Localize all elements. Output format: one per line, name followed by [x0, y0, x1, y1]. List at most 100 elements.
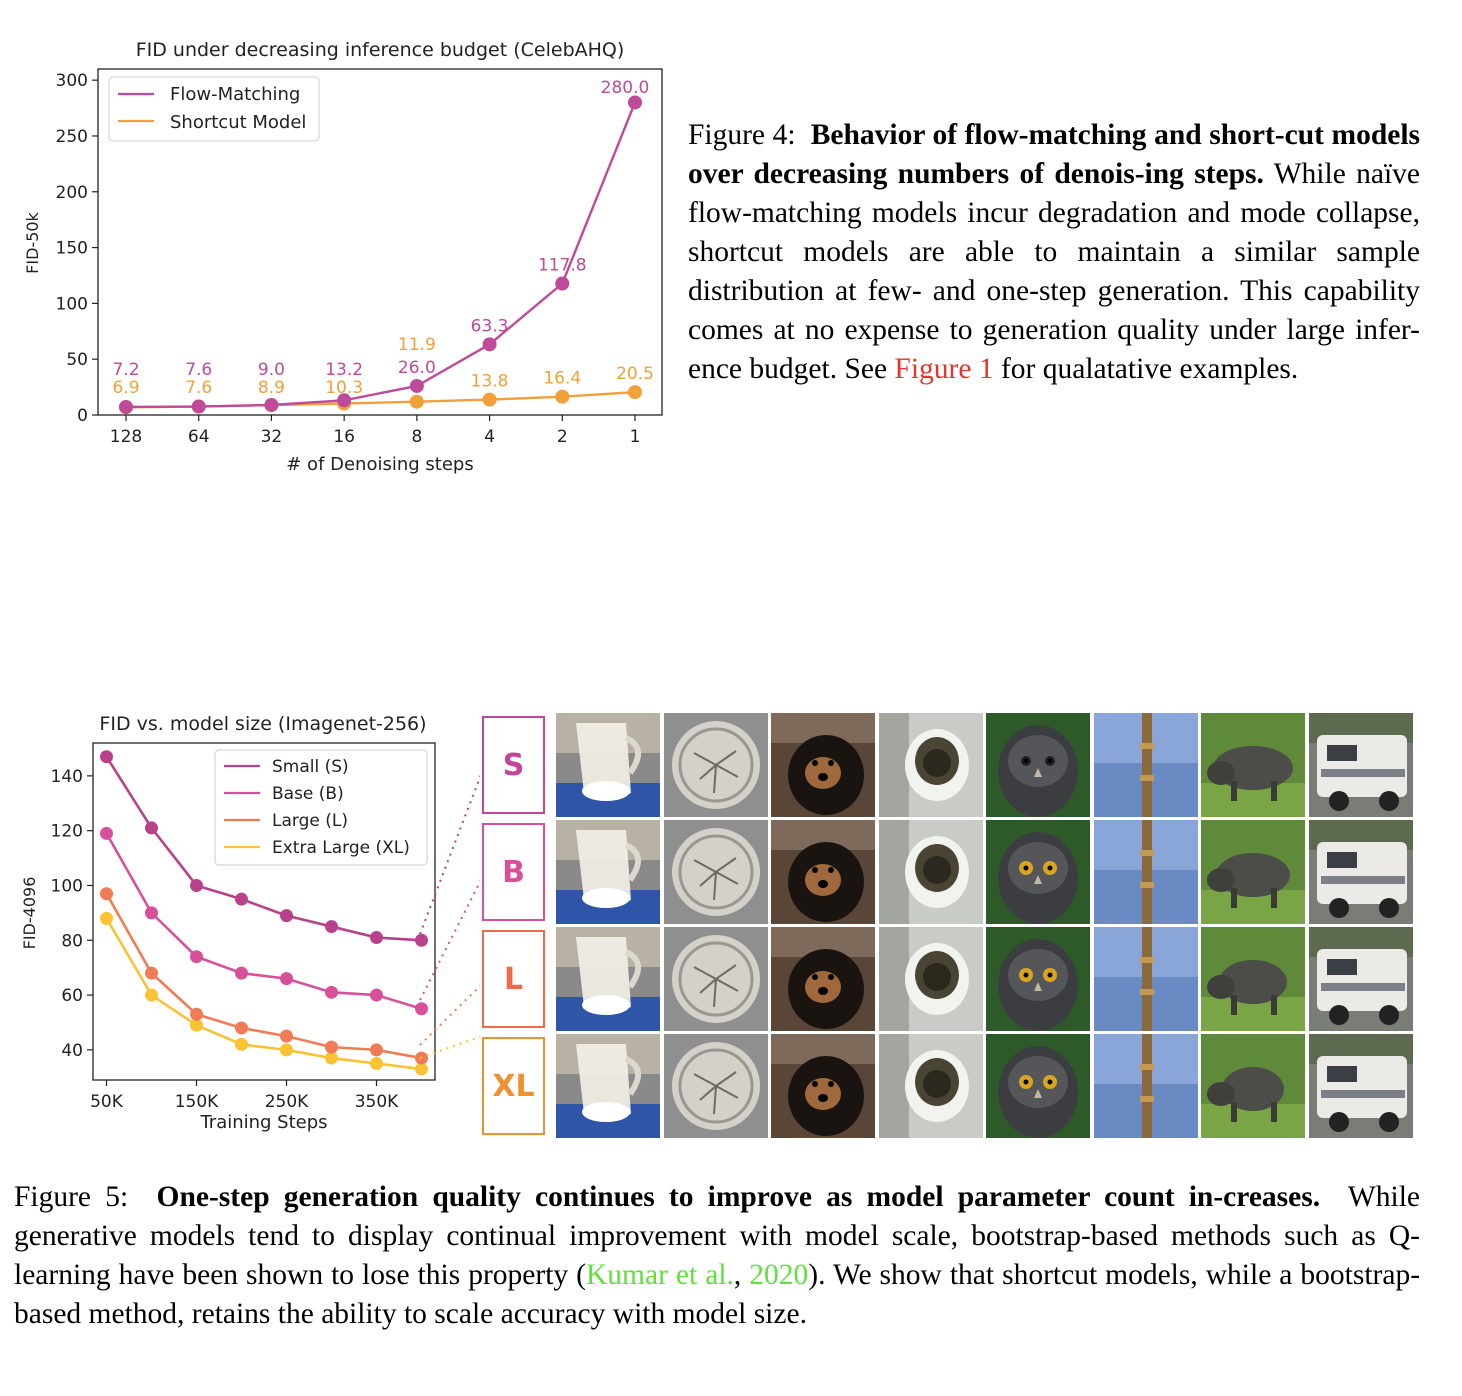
fid-inference-budget-chart: FID under decreasing inference budget (C…	[23, 39, 663, 475]
citation-link-kumar[interactable]: Kumar et al.	[586, 1259, 734, 1291]
y-tick-label: 100	[51, 876, 83, 896]
sample-toilet-extra-large	[878, 1034, 983, 1138]
extra-large-point	[145, 988, 158, 1002]
small-point	[235, 892, 248, 906]
large-line	[105, 893, 422, 1060]
shortcut-model-data-label: 16.4	[543, 369, 581, 389]
flow-matching-line	[125, 102, 637, 409]
caption-bold: One-step generation quality continues to…	[156, 1181, 1321, 1213]
x-tick-label: 1	[630, 427, 641, 447]
shortcut-model-point	[482, 392, 497, 407]
small-point	[370, 931, 383, 945]
extra-large-point	[235, 1037, 248, 1051]
large-point	[190, 1007, 203, 1021]
sample-pole-extra-large	[1093, 1034, 1198, 1138]
sample-boar-extra-large	[1201, 1034, 1305, 1138]
extra-large-line	[105, 917, 422, 1071]
sample-toilet-large	[878, 927, 983, 1031]
sample-boar-small	[1201, 713, 1305, 817]
row-label-base: B	[482, 823, 545, 921]
sample-metal-coin-base	[663, 820, 768, 924]
y-tick-label: 120	[51, 822, 83, 842]
extra-large-point	[280, 1043, 293, 1057]
shortcut-model-point	[628, 385, 642, 400]
legend-label-small: Small (S)	[272, 757, 349, 777]
y-tick-label: 150	[56, 239, 88, 259]
x-ticks: 128 64 32 16 8 4 2 1	[110, 415, 641, 447]
caption-text-end: ). We show that shortcut models, while a…	[14, 1259, 1421, 1330]
x-tick-label: 64	[188, 427, 210, 447]
large-point	[370, 1043, 383, 1057]
sample-glass-pitcher-extra-large	[556, 1034, 660, 1138]
large-point	[100, 887, 113, 901]
large-point	[280, 1029, 293, 1043]
shortcut-model-data-label: 11.9	[398, 335, 436, 355]
flow-matching-data-label: 63.3	[471, 316, 509, 336]
legend-label-large: Large (L)	[272, 811, 348, 831]
extra-large-point	[325, 1051, 338, 1065]
sample-glass-pitcher-small	[556, 713, 660, 817]
y-ticks: 40 60 80 100 120 140	[51, 767, 93, 1061]
flow-matching-point	[409, 378, 424, 393]
base-point	[100, 826, 113, 840]
chart-title: FID under decreasing inference budget (C…	[136, 39, 625, 61]
shortcut-model-data-label: 13.8	[471, 372, 509, 392]
flow-matching-point	[482, 337, 497, 352]
figure-1-link[interactable]: Figure 1	[894, 353, 994, 385]
flow-matching-point	[191, 399, 206, 414]
small-point	[100, 750, 113, 764]
extra-large-point	[190, 1018, 203, 1032]
x-tick-label: 8	[411, 427, 422, 447]
row-label-extra-large: XL	[482, 1037, 545, 1135]
x-axis-label: Training Steps	[199, 1112, 327, 1133]
shortcut-model-data-label: 10.3	[325, 378, 363, 398]
flow-matching-data-label: 117.8	[538, 256, 587, 276]
large-point	[325, 1040, 338, 1054]
legend-label-shortcut-model: Shortcut Model	[170, 112, 306, 133]
sample-owl-base	[986, 820, 1090, 924]
sample-pole-small	[1093, 713, 1198, 817]
small-line	[105, 756, 422, 942]
flow-matching-data-label: 26.0	[398, 358, 436, 378]
base-point	[235, 966, 248, 980]
base-point	[190, 950, 203, 964]
y-tick-label: 300	[56, 71, 88, 91]
sample-glass-pitcher-large	[556, 927, 660, 1031]
y-axis-label: FID-50k	[23, 211, 42, 273]
y-ticks: 0 50 100 150 200 250 300	[56, 71, 98, 426]
sample-metal-coin-small	[663, 713, 768, 817]
caption-text-end: for qualatative examples.	[1000, 353, 1299, 385]
y-tick-label: 250	[56, 127, 88, 147]
extra-large-point	[415, 1062, 428, 1076]
x-tick-label: 250K	[265, 1092, 309, 1112]
flow-matching-data-label: 7.2	[112, 360, 139, 380]
sample-image-grid	[556, 713, 1416, 1139]
small-point	[190, 878, 203, 892]
y-tick-label: 0	[77, 406, 88, 426]
chart-title: FID vs. model size (Imagenet-256)	[99, 713, 426, 735]
caption-text: While naïve flow-matching models incur d…	[688, 158, 1421, 385]
caption-prefix: Figure 4:	[688, 119, 796, 151]
citation-link-year[interactable]: 2020	[749, 1259, 809, 1291]
flow-matching-data-label: 7.6	[185, 360, 212, 380]
plot-frame	[97, 68, 663, 416]
y-tick-label: 200	[56, 183, 88, 203]
base-point	[415, 1002, 428, 1016]
shortcut-model-point	[555, 389, 570, 404]
flow-matching-point	[119, 399, 133, 414]
shortcut-model-data-label: 6.9	[112, 378, 139, 398]
flow-matching-data-label: 280.0	[601, 78, 650, 98]
sample-dog-extra-large	[771, 1034, 875, 1138]
figure-5-caption: Figure 5: One-step generation quality co…	[14, 1178, 1420, 1334]
y-tick-label: 80	[61, 931, 83, 951]
y-tick-label: 40	[61, 1041, 83, 1061]
flow-matching-data-label: 13.2	[325, 360, 363, 380]
sample-toilet-base	[878, 820, 983, 924]
legend-label-extra-large: Extra Large (XL)	[272, 838, 410, 858]
shortcut-model-point	[409, 394, 424, 409]
caption-bold: Behavior of flow-matching and short-cut …	[688, 119, 1421, 190]
legend-label-base: Base (B)	[272, 784, 344, 804]
sample-metal-coin-large	[663, 927, 768, 1031]
sample-dog-large	[771, 927, 875, 1031]
y-tick-label: 50	[66, 350, 88, 370]
